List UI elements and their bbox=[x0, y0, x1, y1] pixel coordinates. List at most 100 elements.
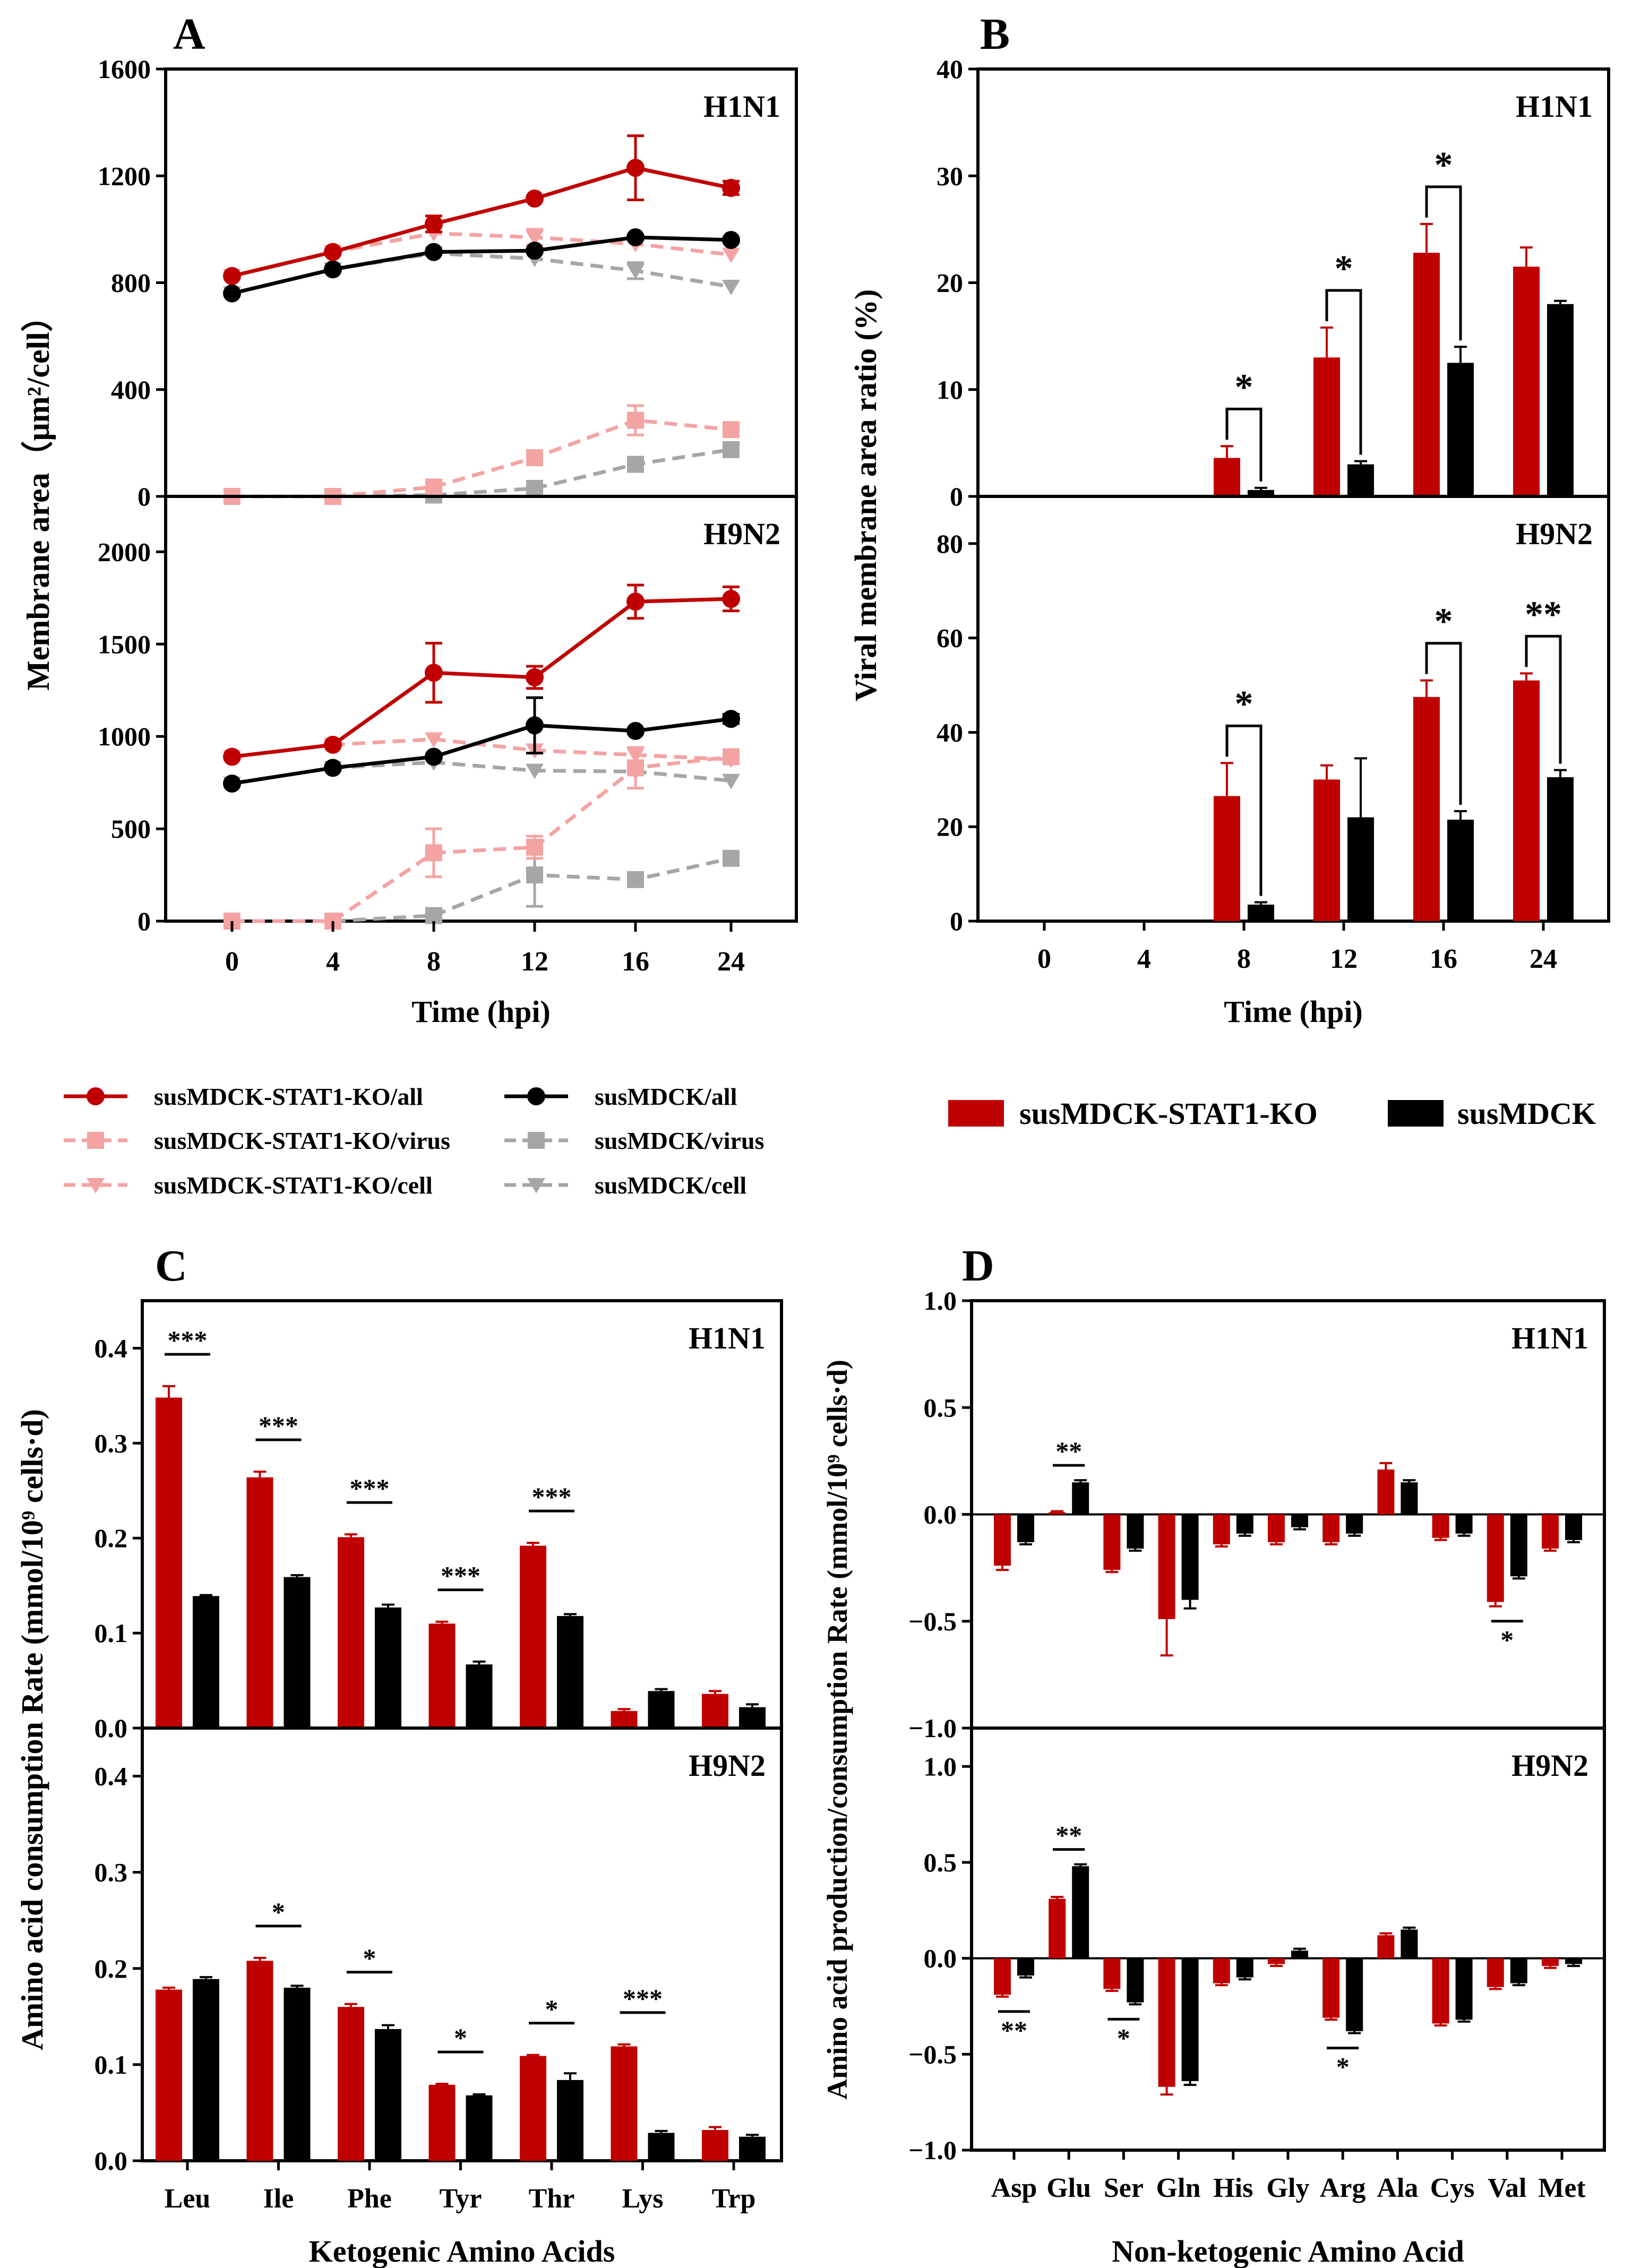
legend-panel-a: susMDCK-STAT1-KO/all susMDCK-STAT1-KO/vir… bbox=[64, 1083, 764, 1199]
y-axis-label-a: Membrane area（μm²/cell） bbox=[20, 300, 56, 691]
series-line bbox=[232, 754, 732, 923]
data-point bbox=[223, 774, 241, 793]
y-tick-label: 10 bbox=[937, 375, 963, 405]
bar bbox=[1181, 1958, 1199, 2081]
y-tick-label: 0 bbox=[950, 482, 963, 511]
y-tick-label: 1500 bbox=[98, 629, 151, 659]
significance-label: ** bbox=[1055, 1820, 1082, 1850]
significance-label: ** bbox=[1055, 1436, 1082, 1466]
bar bbox=[1455, 1514, 1473, 1534]
bar bbox=[246, 1961, 273, 2161]
legend-marker bbox=[528, 1132, 545, 1149]
significance-label: * bbox=[363, 1943, 376, 1973]
data-point bbox=[723, 849, 740, 867]
bar bbox=[1127, 1514, 1144, 1549]
x-tick-label: Ile bbox=[263, 2184, 294, 2214]
y-tick-label: 0.3 bbox=[95, 1428, 128, 1458]
plot-frame-b-H9N2 bbox=[976, 495, 1610, 923]
bar bbox=[338, 1537, 364, 1728]
y-tick-label: 0.5 bbox=[924, 1393, 957, 1422]
y-tick-label: 500 bbox=[111, 814, 151, 844]
bar bbox=[375, 2029, 401, 2161]
bar bbox=[1377, 1469, 1395, 1515]
bar bbox=[994, 1514, 1011, 1566]
x-tick-label: 0 bbox=[1037, 944, 1051, 974]
y-tick-label: 1000 bbox=[98, 721, 151, 751]
significance-bracket bbox=[1425, 642, 1462, 805]
data-point bbox=[626, 263, 645, 279]
data-point bbox=[526, 242, 544, 260]
data-point bbox=[425, 214, 443, 233]
y-tick-label: 30 bbox=[937, 161, 963, 191]
bar bbox=[1401, 1929, 1418, 1958]
x-tick-label: 24 bbox=[1530, 944, 1557, 974]
bar bbox=[1103, 1958, 1121, 1989]
x-tick-label: Ser bbox=[1104, 2173, 1144, 2203]
bar bbox=[1214, 796, 1240, 921]
x-tick-label: Glu bbox=[1046, 2173, 1091, 2203]
data-point bbox=[324, 243, 342, 261]
bar bbox=[1213, 1958, 1230, 1983]
legend-label: susMDCK/cell bbox=[595, 1172, 746, 1199]
significance-label: * bbox=[1235, 367, 1253, 408]
y-tick-label: 1.0 bbox=[924, 1751, 957, 1781]
significance-bracket bbox=[1225, 724, 1262, 896]
panel-label-d: D bbox=[962, 1241, 994, 1291]
y-tick-label: −0.5 bbox=[908, 2039, 957, 2069]
bar bbox=[1565, 1958, 1582, 1964]
data-point bbox=[627, 456, 644, 473]
y-tick-label: 40 bbox=[937, 717, 963, 747]
significance-label: ** bbox=[1525, 594, 1562, 635]
y-tick-label: 2000 bbox=[98, 537, 151, 566]
data-point bbox=[723, 421, 740, 439]
series-line bbox=[231, 597, 732, 759]
significance-bracket bbox=[1325, 289, 1362, 455]
bar bbox=[648, 1691, 675, 1728]
data-point bbox=[626, 592, 645, 611]
data-point bbox=[526, 668, 544, 686]
y-tick-label: 0 bbox=[138, 482, 151, 511]
y-axis-label-d: Amino acid production/consumption Rate (… bbox=[821, 1360, 853, 2100]
x-tick-label: Gly bbox=[1267, 2173, 1310, 2203]
bar bbox=[156, 1989, 182, 2161]
data-point bbox=[223, 284, 241, 303]
significance-label: *** bbox=[441, 1561, 480, 1591]
legend-label: susMDCK/virus bbox=[595, 1127, 764, 1154]
data-point bbox=[627, 411, 644, 429]
y-tick-label: 0 bbox=[950, 906, 963, 936]
data-point bbox=[627, 871, 644, 888]
x-tick-label: 12 bbox=[521, 947, 548, 977]
y-tick-label: 0.3 bbox=[95, 1858, 128, 1887]
significance-label: * bbox=[1117, 2023, 1130, 2052]
y-tick-label: 60 bbox=[937, 623, 963, 653]
bar bbox=[994, 1958, 1011, 1995]
y-tick-label: 0.0 bbox=[95, 1713, 128, 1743]
bar bbox=[1547, 304, 1574, 496]
x-axis-label-d: Non-ketogenic Amino Acid bbox=[1112, 2234, 1464, 2268]
data-point bbox=[626, 228, 645, 246]
legend-marker bbox=[527, 1178, 545, 1193]
significance-label: * bbox=[545, 1994, 559, 2024]
y-tick-label: 800 bbox=[111, 268, 151, 298]
bar bbox=[466, 2095, 493, 2161]
data-point bbox=[626, 159, 645, 177]
legend-panel-b: susMDCK-STAT1-KO susMDCK bbox=[948, 1096, 1596, 1131]
y-tick-label: 80 bbox=[937, 529, 963, 559]
x-axis-label-c: Ketogenic Amino Acids bbox=[309, 2234, 615, 2268]
data-point bbox=[526, 479, 543, 497]
data-point bbox=[425, 844, 442, 862]
y-tick-label: 0.4 bbox=[95, 1762, 128, 1791]
bar bbox=[1542, 1514, 1559, 1549]
subplot-title: H1N1 bbox=[1511, 1321, 1588, 1355]
bar bbox=[1346, 1958, 1363, 2031]
bar bbox=[557, 2080, 583, 2161]
data-point bbox=[526, 866, 543, 884]
x-tick-label: 8 bbox=[1237, 944, 1251, 974]
bar bbox=[1513, 680, 1540, 921]
y-tick-label: 0.4 bbox=[95, 1333, 128, 1363]
y-tick-label: 0.2 bbox=[95, 1954, 128, 1983]
data-point bbox=[722, 710, 740, 728]
x-tick-label: Met bbox=[1538, 2173, 1586, 2203]
data-point bbox=[324, 759, 342, 777]
bar bbox=[428, 2084, 456, 2161]
